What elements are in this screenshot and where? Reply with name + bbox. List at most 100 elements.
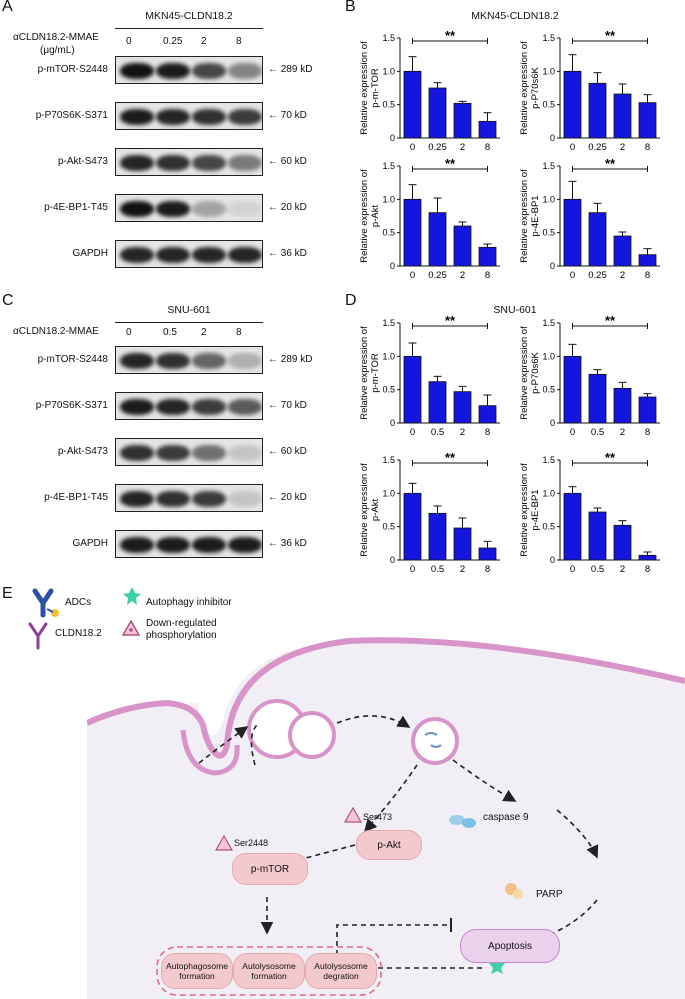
panel-letter-c: C — [2, 292, 14, 309]
blot-band — [120, 155, 154, 171]
y-tick-label: 0 — [390, 133, 395, 143]
y-tick-label: 0 — [550, 133, 555, 143]
y-axis-label: Relative expression ofp-4E-BP1 — [519, 169, 541, 263]
x-tick-label: 0.5 — [591, 564, 604, 575]
autophagosome-node: Autophagosome formation — [161, 953, 233, 989]
y-tick-label: 1.5 — [382, 318, 395, 328]
significance-label: ** — [605, 450, 616, 465]
blot-band — [192, 353, 226, 369]
y-tick-label: 0 — [390, 418, 395, 428]
molecular-weight-label: ← 60 kD — [268, 156, 307, 167]
x-tick-label: 0.5 — [431, 564, 444, 575]
x-tick-label: 0.5 — [431, 427, 444, 438]
y-tick-label: 0 — [550, 418, 555, 428]
x-tick-label: 0.5 — [591, 427, 604, 438]
blot-strip — [115, 438, 263, 466]
x-tick-label: 2 — [460, 142, 465, 153]
blot-strip — [115, 194, 263, 222]
concentration-label: 0 — [126, 36, 132, 47]
x-tick-label: 2 — [460, 427, 465, 438]
pmtor-node: p-mTOR — [232, 853, 308, 885]
y-axis-label: Relative expression ofp-m-TOR — [359, 326, 381, 420]
x-tick-label: 2 — [460, 270, 465, 281]
blot-band — [156, 353, 190, 369]
y-tick-label: 1.5 — [382, 455, 395, 465]
concentration-label: 2 — [201, 36, 207, 47]
blot-band — [192, 445, 226, 461]
protein-label: GAPDH — [72, 248, 108, 259]
blot-c-cell-line: SNU-601 — [167, 304, 211, 316]
bar — [638, 254, 657, 267]
parp-label: PARP — [536, 889, 563, 900]
molecular-weight-label: ← 36 kD — [268, 538, 307, 549]
x-tick-label: 2 — [620, 564, 625, 575]
x-tick-label: 0.25 — [588, 142, 607, 153]
adc-icon — [32, 588, 59, 618]
ser2448-label: Ser2448 — [234, 838, 269, 848]
blot-c-treatment: αCLDN18.2-MMAE — [13, 326, 99, 337]
bar — [613, 235, 632, 267]
blot-band — [192, 63, 226, 79]
molecular-weight-label: ← 20 kD — [268, 492, 307, 503]
x-tick-label: 0 — [570, 427, 575, 438]
y-tick-label: 1.0 — [542, 488, 555, 498]
blot-band — [120, 445, 154, 461]
y-tick-label: 1.5 — [542, 318, 555, 328]
concentration-label: 0.25 — [163, 36, 183, 47]
bar — [478, 405, 497, 424]
blot-a-treatment: αCLDN18.2-MMAE — [13, 32, 99, 43]
blot-band — [192, 201, 226, 217]
bar — [588, 373, 607, 424]
y-tick-label: 0.5 — [542, 522, 555, 532]
x-tick-label: 8 — [485, 564, 490, 575]
bar — [478, 547, 497, 561]
chart-b-title: MKN45-CLDN18.2 — [471, 10, 559, 22]
blot-a-header-line — [115, 28, 263, 29]
blot-strip — [115, 484, 263, 512]
bar — [478, 120, 497, 139]
blot-band — [156, 247, 190, 263]
protein-label: p-P70S6K-S371 — [35, 110, 108, 121]
bar — [588, 511, 607, 561]
chart-d-title: SNU-601 — [493, 304, 537, 316]
blot-a-unit: (μg/mL) — [40, 45, 75, 56]
significance-label: ** — [605, 313, 616, 328]
x-tick-label: 2 — [620, 142, 625, 153]
y-tick-label: 1.5 — [542, 161, 555, 171]
blot-band — [156, 201, 190, 217]
y-axis-label: Relative expression ofp-4E-BP1 — [519, 463, 541, 557]
significance-label: ** — [445, 156, 456, 171]
significance-label: ** — [605, 28, 616, 43]
legend-adcs: ADCs — [65, 597, 92, 608]
blot-strip — [115, 56, 263, 84]
blot-strip — [115, 148, 263, 176]
molecular-weight-label: ← 70 kD — [268, 110, 307, 121]
x-tick-label: 0.25 — [428, 142, 447, 153]
significance-label: ** — [445, 450, 456, 465]
bar — [638, 102, 657, 139]
blot-strip — [115, 102, 263, 130]
down-regulated-icon — [122, 619, 140, 636]
blot-strip — [115, 392, 263, 420]
protein-label: GAPDH — [72, 538, 108, 549]
legend-down-regulated: Down-regulated phosphorylation — [146, 618, 217, 641]
molecular-weight-label: ← 289 kD — [268, 354, 313, 365]
blot-band — [228, 155, 262, 171]
y-tick-label: 1.5 — [382, 33, 395, 43]
x-tick-label: 0 — [570, 270, 575, 281]
bar — [453, 225, 472, 267]
pathway-diagram — [87, 637, 685, 999]
blot-band — [120, 537, 154, 553]
bar — [563, 70, 582, 139]
legend-claudin: CLDN18.2 — [55, 628, 102, 639]
bar — [453, 527, 472, 561]
x-tick-label: 0 — [410, 427, 415, 438]
bar — [563, 355, 582, 424]
y-tick-label: 0.5 — [382, 522, 395, 532]
concentration-label: 0 — [126, 327, 132, 338]
apoptosis-node: Apoptosis — [460, 929, 560, 963]
y-tick-label: 1.5 — [542, 455, 555, 465]
concentration-label: 8 — [236, 36, 242, 47]
